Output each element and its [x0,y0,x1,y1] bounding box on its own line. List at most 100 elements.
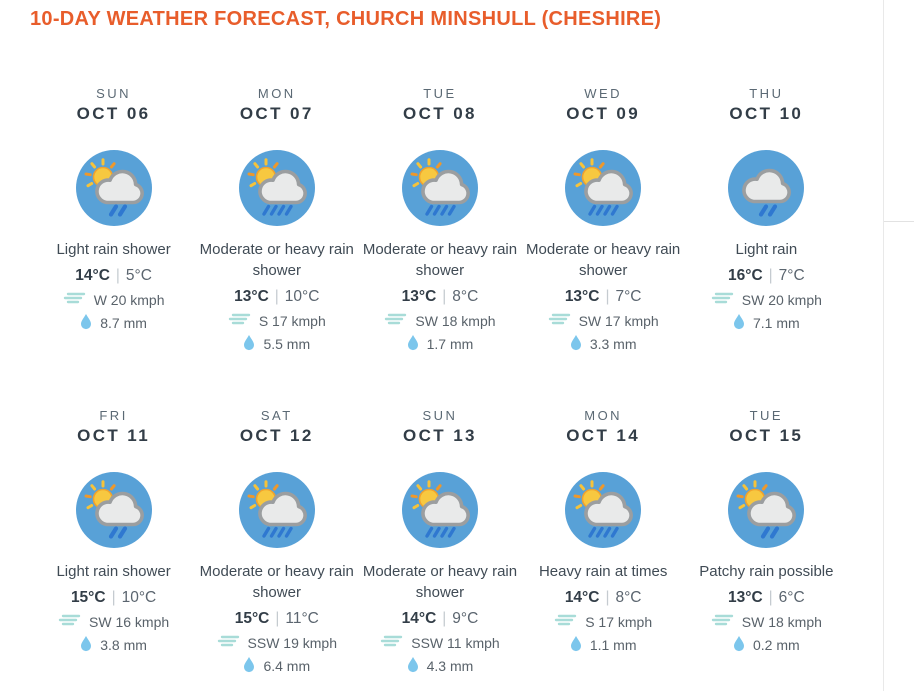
wind-row: SW 20 kmph [711,291,822,308]
condition-text: Moderate or heavy rain shower [199,563,354,601]
raindrop-icon [570,635,582,655]
day-date: OCT 07 [239,104,314,123]
day-date: OCT 13 [403,426,477,445]
precip-text: 0.2 mm [753,637,800,653]
low-temp: 7°C [778,267,805,284]
weather-icon [238,472,315,548]
temp-separator: | [111,589,116,606]
forecast-day-card: WED OCT 09 Moderate or heavy rain shower… [522,86,685,354]
precip-row: 3.3 mm [570,334,637,354]
precip-row: 0.2 mm [733,635,800,655]
raindrop-icon [733,313,745,333]
precip-row: 3.8 mm [80,635,147,655]
wind-icon [711,291,734,308]
forecast-day-card: TUE OCT 15 Patchy rain possible 13°C | 6°C… [685,408,848,655]
weather-icon [75,150,152,226]
precip-text: 7.1 mm [753,315,800,331]
high-temp: 15°C [234,610,270,627]
precip-text: 1.7 mm [426,336,474,352]
wind-row: SSW 19 kmph [217,634,337,651]
high-temp: 13°C [728,589,763,606]
wind-row: W 20 kmph [63,291,165,308]
day-date: OCT 09 [566,104,641,123]
day-name: TUE [423,86,457,101]
wind-icon [228,312,251,329]
weather-icon [401,150,478,226]
condition-text: Light rain [735,241,798,258]
condition-text: Moderate or heavy rain shower [199,241,354,279]
precip-text: 5.5 mm [263,336,311,352]
condition-text: Light rain shower [56,241,171,258]
day-name: SUN [422,408,458,423]
wind-row: S 17 kmph [554,613,652,630]
precip-text: 3.3 mm [589,336,637,352]
raindrop-icon [407,334,419,354]
panel-divider-line [883,0,884,691]
day-date: OCT 15 [729,426,804,445]
wind-text: SW 18 kmph [415,312,496,329]
precip-text: 4.3 mm [426,658,474,674]
wind-text: SW 18 kmph [741,613,822,630]
temperature-row: 13°C | 10°C [234,288,319,306]
low-temp: 7°C [615,288,642,305]
raindrop-icon [733,635,745,655]
condition-text: Light rain shower [56,563,171,580]
wind-text: SW 16 kmph [89,613,170,630]
low-temp: 11°C [285,610,319,627]
wind-text: S 17 kmph [585,613,653,630]
wind-icon [58,613,81,630]
forecast-day-card: SAT OCT 12 Moderate or heavy rain shower… [195,408,358,676]
temperature-row: 15°C | 11°C [235,610,319,628]
day-date: OCT 14 [566,426,641,445]
low-temp: 10°C [284,288,320,305]
day-date: OCT 06 [76,104,151,123]
condition-text: Moderate or heavy rain shower [526,241,681,279]
condition-text: Heavy rain at times [538,563,668,580]
low-temp: 9°C [452,610,479,627]
wind-row: SW 17 kmph [548,312,659,329]
raindrop-icon [80,313,92,333]
wind-row: SSW 11 kmph [380,634,500,651]
high-temp: 14°C [75,267,110,284]
high-temp: 16°C [728,267,763,284]
raindrop-icon [243,656,255,676]
day-date: OCT 12 [239,426,314,445]
temperature-row: 13°C | 8°C [402,288,479,306]
day-name: SAT [260,408,293,423]
temperature-row: 14°C | 5°C [75,267,152,285]
temperature-row: 13°C | 7°C [565,288,642,306]
high-temp: 13°C [564,288,600,305]
forecast-day-card: THU OCT 10 Light rain 16°C | 7°C SW 20 kmp… [685,86,848,333]
wind-icon [711,613,734,630]
high-temp: 14°C [401,610,437,627]
condition-text: Patchy rain possible [699,563,834,580]
forecast-day-card: TUE OCT 08 Moderate or heavy rain shower… [358,86,521,354]
low-temp: 8°C [452,288,479,305]
temp-separator: | [274,288,279,305]
day-name: TUE [749,408,784,423]
temp-separator: | [605,288,610,305]
wind-text: SSW 19 kmph [247,634,338,651]
day-name: WED [584,86,623,101]
temp-separator: | [442,288,447,305]
temperature-row: 16°C | 7°C [728,267,805,285]
temp-separator: | [115,267,120,284]
high-temp: 13°C [234,288,269,305]
high-temp: 13°C [401,288,437,305]
forecast-day-card: SUN OCT 13 Moderate or heavy rain shower… [358,408,521,676]
high-temp: 15°C [70,589,106,606]
precip-text: 6.4 mm [263,658,311,674]
high-temp: 14°C [564,589,600,606]
wind-icon [380,634,403,651]
wind-row: SW 16 kmph [58,613,169,630]
wind-text: SSW 11 kmph [411,634,500,651]
precip-row: 7.1 mm [733,313,800,333]
weather-icon [75,472,152,548]
weather-icon [238,150,315,226]
raindrop-icon [407,656,419,676]
low-temp: 8°C [615,589,642,606]
wind-text: S 17 kmph [258,312,326,329]
temperature-row: 14°C | 8°C [565,589,642,607]
low-temp: 6°C [778,589,805,606]
raindrop-icon [80,635,92,655]
